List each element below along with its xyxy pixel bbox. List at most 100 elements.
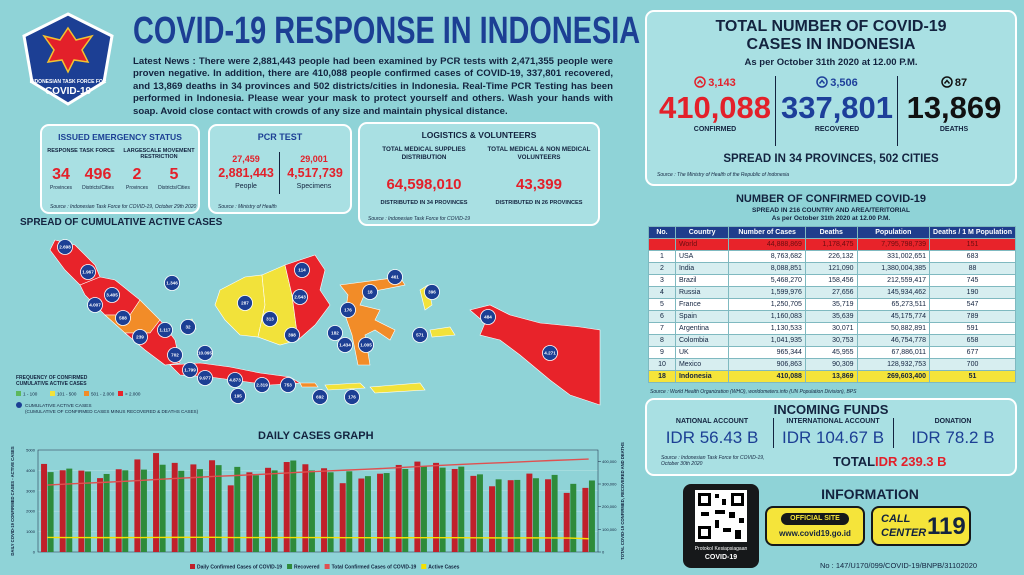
country-table: No. Country Number of Cases Deaths Populatio… — [648, 226, 1016, 383]
bubble — [115, 310, 131, 326]
total-item: 87 13,869 DEATHS — [897, 76, 1010, 146]
bar — [395, 464, 402, 552]
bubble-label: 114 — [298, 268, 306, 273]
cell: 331,002,651 — [856, 250, 931, 263]
y2-tick-label: 200,000 — [602, 504, 617, 509]
bubble-label: 2.543 — [294, 295, 306, 300]
box-title: ISSUED EMERGENCY STATUS — [58, 132, 182, 142]
bar — [302, 464, 309, 552]
totals-items: 3,143 410,088 CONFIRMED 3,506 337,801 RECOVER… — [647, 76, 1015, 146]
icon-circle — [694, 76, 706, 88]
total-label: DEATHS — [939, 126, 969, 133]
site-box: OFFICIAL SITE www.covid19.go.id — [765, 506, 865, 546]
bubble-label: 1.005 — [360, 343, 372, 348]
chart: 0 1000 2000 3000 4000 5000 0 100,000 200,000 300,… — [10, 442, 625, 570]
total-value: 337,801 — [780, 90, 894, 125]
bar — [190, 464, 197, 552]
y-tick-label: 2000 — [26, 509, 36, 514]
cell: 8,763,682 — [728, 250, 806, 263]
bubble — [230, 388, 246, 404]
cell: India — [674, 262, 730, 275]
bar — [532, 478, 539, 552]
bubble — [424, 284, 440, 300]
increase-row: 3,143 — [655, 76, 775, 90]
cell: 6 — [648, 310, 676, 323]
bar — [545, 479, 552, 552]
bubble-label: 4.271 — [544, 351, 556, 356]
increase-row: 87 — [898, 76, 1010, 90]
stat-value: 2 — [132, 166, 142, 183]
bubble-label: 1.346 — [166, 281, 178, 286]
qr-code — [695, 490, 747, 542]
cell: 1,250,705 — [728, 298, 806, 311]
y-tick-label: 4000 — [26, 468, 36, 473]
row: 2 India 8,088,851 121,090 1,380,004,385 88 — [648, 262, 1016, 275]
cell: Spain — [674, 310, 730, 323]
cell: 8 — [648, 334, 676, 347]
increase: 3,506 — [830, 77, 858, 89]
cell: 30,753 — [804, 334, 858, 347]
bar — [439, 467, 446, 552]
cell: 151 — [929, 238, 1016, 251]
cell: 5,468,270 — [728, 274, 806, 287]
funds-box: INCOMING FUNDS NATIONAL ACCOUNT IDR 56.43… — [645, 398, 1017, 476]
stat-value: 5 — [169, 166, 179, 183]
info-title: INFORMATION — [821, 486, 919, 502]
bar — [526, 473, 533, 552]
cell: 50,882,891 — [856, 322, 931, 335]
cell: 45,955 — [804, 346, 858, 359]
qr-caption: Protokol Kesiapsiagaan — [694, 546, 748, 552]
bar — [78, 470, 85, 552]
line-series — [47, 458, 589, 486]
bubble — [412, 327, 428, 343]
bubble — [337, 337, 353, 353]
header-row: No. Country Number of Cases Deaths Populatio… — [648, 226, 1016, 239]
cell: 13,869 — [804, 370, 858, 383]
row: 18 Indonesia 410,088 13,869 269,603,400 51 — [648, 370, 1016, 383]
bar — [327, 472, 334, 552]
bubble — [340, 302, 356, 318]
province — [339, 276, 406, 366]
cell: 906,863 — [728, 358, 806, 371]
cell: USA — [674, 250, 730, 263]
bubble — [280, 377, 296, 393]
bubble-label: 2.319 — [256, 383, 268, 388]
bubble — [312, 389, 328, 405]
logo-garuda — [42, 26, 94, 74]
bar — [215, 465, 222, 552]
bubble-label: 4.873 — [229, 378, 241, 383]
cell: 10 — [648, 358, 676, 371]
legend-label: 501 - 2.000 — [91, 392, 115, 397]
total-label: TOTAL — [833, 454, 876, 469]
header-cell: Country — [674, 226, 730, 239]
fund-label: INTERNATIONAL ACCOUNT — [786, 418, 880, 425]
cell: 88 — [929, 262, 1016, 275]
stat-label: Districts/Cities — [82, 185, 114, 191]
stat-label: People — [235, 183, 257, 190]
bar — [433, 462, 440, 552]
bubble-label: 287 — [241, 301, 249, 306]
box-title: LOGISTICS & VOLUNTEERS — [421, 130, 537, 140]
cell: 789 — [929, 310, 1016, 323]
cell: 7,795,798,739 — [856, 238, 931, 251]
world-row: World 44,888,869 1,178,475 7,795,798,739 151 — [648, 238, 1016, 251]
bubble-label: 1.117 — [159, 328, 171, 333]
province — [369, 382, 426, 394]
bar — [570, 483, 577, 552]
cell: 9 — [648, 346, 676, 359]
bubble — [167, 347, 183, 363]
header-cell: Deaths — [804, 226, 858, 239]
table-date: As per October 31th 2020 at 12.00 P.M. — [771, 215, 891, 222]
box-title: PCR TEST — [257, 132, 303, 142]
main-title: COVID-19 RESPONSE IN INDONESIA — [133, 10, 641, 52]
cell: 745 — [929, 274, 1016, 287]
stat-heading: TOTAL MEDICAL & NON MEDICAL VOLUNTEERS — [487, 146, 591, 161]
legend-title: CUMULATIVE ACTIVE CASES — [16, 381, 87, 387]
legend-swatch — [84, 391, 89, 396]
bubble — [262, 311, 278, 327]
bubble — [387, 269, 403, 285]
y2-tick-label: 0 — [602, 550, 605, 555]
bar — [507, 480, 514, 552]
bubble-label: 4.007 — [89, 303, 101, 308]
bubble — [362, 284, 378, 300]
